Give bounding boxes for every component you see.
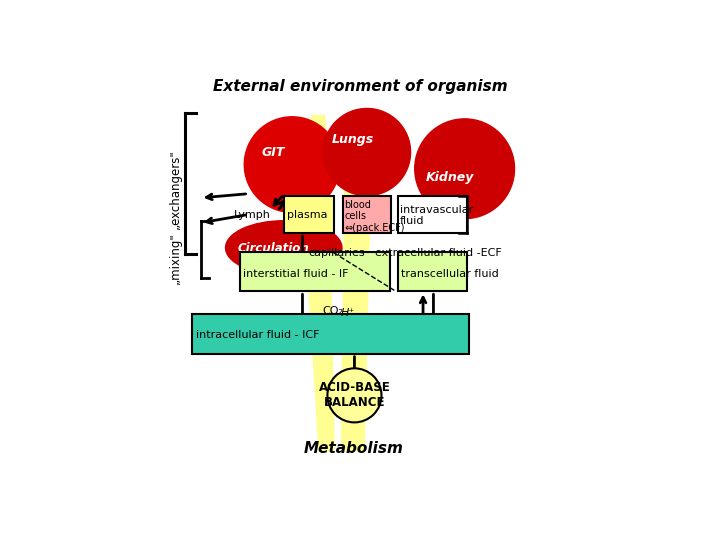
- Text: interstitial fluid - IF: interstitial fluid - IF: [243, 268, 348, 279]
- Text: GIT: GIT: [261, 146, 285, 159]
- Text: Lungs: Lungs: [331, 133, 374, 146]
- Text: intracellular fluid - ICF: intracellular fluid - ICF: [197, 330, 320, 340]
- Text: ACID-BASE: ACID-BASE: [318, 381, 390, 394]
- Text: capillaries: capillaries: [309, 248, 365, 258]
- Text: extracellular fluid -ECF: extracellular fluid -ECF: [375, 248, 502, 258]
- FancyBboxPatch shape: [192, 314, 469, 354]
- Circle shape: [415, 119, 515, 219]
- Text: blood
cells
⇔(pack.ECF): blood cells ⇔(pack.ECF): [344, 200, 405, 233]
- Circle shape: [328, 368, 382, 422]
- Text: „mixing": „mixing": [168, 232, 181, 284]
- Text: Kidney: Kidney: [426, 171, 474, 184]
- Circle shape: [323, 109, 410, 196]
- FancyBboxPatch shape: [398, 252, 467, 292]
- Text: Lymph: Lymph: [234, 210, 271, 220]
- Text: „exchangers": „exchangers": [169, 150, 182, 230]
- Text: External environment of organism: External environment of organism: [213, 79, 508, 94]
- Circle shape: [244, 117, 340, 212]
- Text: intravascular
fluid: intravascular fluid: [400, 205, 474, 226]
- Text: BALANCE: BALANCE: [324, 396, 385, 409]
- Text: Metabolism: Metabolism: [303, 441, 403, 456]
- Text: Circulation: Circulation: [238, 242, 310, 255]
- FancyBboxPatch shape: [240, 252, 390, 292]
- Text: plasma: plasma: [287, 210, 328, 220]
- Text: transcellular fluid: transcellular fluid: [401, 268, 499, 279]
- FancyBboxPatch shape: [343, 196, 391, 233]
- Text: H⁺: H⁺: [341, 308, 356, 319]
- Polygon shape: [341, 114, 371, 451]
- Text: CO₂: CO₂: [323, 306, 343, 316]
- Polygon shape: [302, 114, 335, 451]
- FancyBboxPatch shape: [284, 196, 333, 233]
- Ellipse shape: [225, 221, 342, 275]
- FancyBboxPatch shape: [398, 196, 467, 233]
